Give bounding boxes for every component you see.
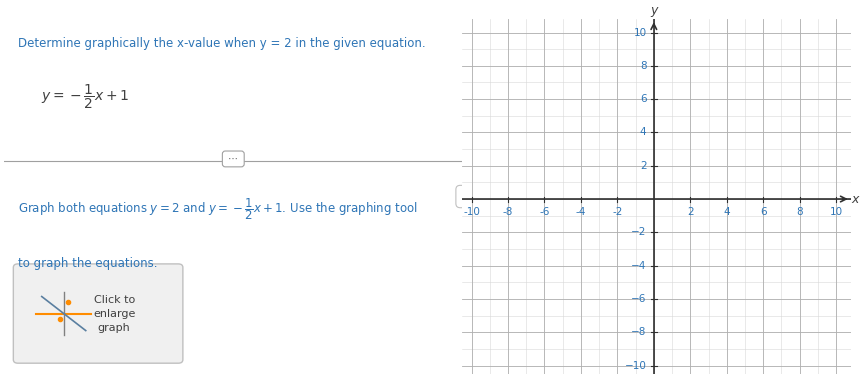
Text: -10: -10	[463, 208, 480, 217]
Text: Graph both equations $y = 2$ and $y = -\dfrac{1}{2}x + 1$. Use the graphing tool: Graph both equations $y = 2$ and $y = -\…	[18, 197, 418, 222]
Text: 10: 10	[633, 28, 646, 37]
Text: 6: 6	[760, 208, 766, 217]
Text: −6: −6	[631, 294, 646, 304]
Text: x: x	[852, 192, 859, 206]
Text: -4: -4	[576, 208, 586, 217]
Text: 8: 8	[640, 61, 646, 71]
Text: 2: 2	[687, 208, 694, 217]
Text: Determine graphically the x-value when y = 2 in the given equation.: Determine graphically the x-value when y…	[18, 37, 425, 50]
FancyBboxPatch shape	[13, 264, 183, 363]
Text: 8: 8	[797, 208, 803, 217]
Text: ⋮: ⋮	[460, 189, 474, 203]
Text: 6: 6	[640, 94, 646, 104]
Text: $y = -\dfrac{1}{2}x + 1$: $y = -\dfrac{1}{2}x + 1$	[41, 83, 129, 112]
Text: -8: -8	[503, 208, 513, 217]
Text: −4: −4	[631, 260, 646, 271]
Text: 4: 4	[640, 127, 646, 138]
Text: −8: −8	[631, 327, 646, 337]
Text: -6: -6	[539, 208, 550, 217]
Text: 4: 4	[723, 208, 730, 217]
Text: 10: 10	[829, 208, 842, 217]
Text: −2: −2	[631, 227, 646, 237]
Text: to graph the equations.: to graph the equations.	[18, 257, 157, 270]
Text: Click to
enlarge
graph: Click to enlarge graph	[93, 294, 135, 333]
Text: y: y	[650, 4, 658, 17]
Text: −10: −10	[625, 361, 646, 370]
Text: ⋯: ⋯	[225, 154, 242, 164]
Text: -2: -2	[612, 208, 622, 217]
Text: 2: 2	[640, 161, 646, 171]
